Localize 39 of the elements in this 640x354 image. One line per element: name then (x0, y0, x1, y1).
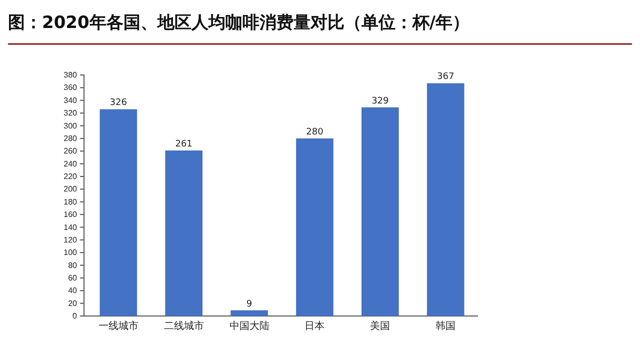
y-tick-label: 300 (64, 121, 78, 130)
y-tick-label: 60 (68, 274, 78, 283)
bar (362, 107, 399, 316)
data-label: 9 (246, 299, 252, 310)
y-tick-label: 260 (64, 146, 78, 156)
y-tick-label: 240 (64, 159, 78, 168)
y-tick-label: 40 (68, 286, 78, 296)
bar (296, 138, 334, 316)
data-label: 329 (372, 96, 390, 106)
x-tick-label: 美国 (370, 320, 390, 332)
bar (230, 310, 268, 316)
data-label: 280 (306, 127, 324, 138)
chart-title: 图：2020年各国、地区人均咖啡消费量对比（单位：杯/年） (8, 13, 470, 33)
x-tick-label: 韩国 (436, 320, 456, 332)
y-tick-label: 120 (64, 235, 78, 244)
bar (100, 109, 138, 316)
x-tick-label: 中国大陆 (229, 320, 270, 332)
y-tick-label: 200 (64, 184, 78, 194)
y-tick-label: 380 (64, 70, 78, 80)
y-tick-label: 100 (64, 248, 78, 258)
y-tick-label: 80 (68, 260, 78, 270)
data-label: 367 (437, 72, 454, 82)
y-tick-label: 280 (64, 134, 78, 143)
y-tick-label: 160 (64, 210, 78, 220)
y-tick-label: 20 (68, 298, 78, 308)
data-label: 326 (110, 98, 128, 108)
y-tick-label: 180 (64, 197, 78, 206)
x-tick-label: 二线城市 (164, 320, 204, 332)
data-label: 261 (175, 139, 192, 150)
y-tick-label: 140 (64, 222, 78, 232)
bar (165, 150, 202, 316)
x-tick-label: 日本 (304, 320, 325, 332)
y-tick-label: 0 (72, 312, 78, 321)
y-tick-label: 220 (64, 172, 78, 182)
bar (426, 83, 464, 316)
x-tick-label: 一线城市 (98, 320, 138, 332)
y-tick-label: 340 (64, 96, 78, 105)
y-tick-label: 360 (64, 83, 78, 92)
y-tick-label: 320 (64, 108, 78, 118)
